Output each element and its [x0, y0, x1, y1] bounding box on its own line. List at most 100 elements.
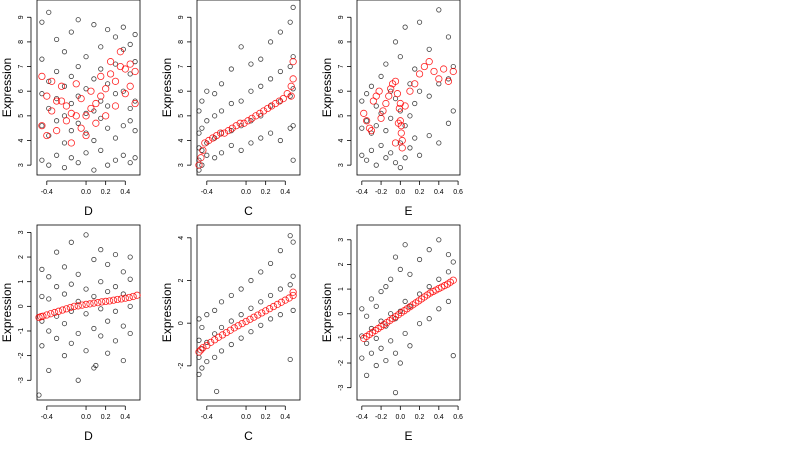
x-axis-title: E [404, 429, 412, 443]
observed-point [46, 367, 52, 374]
observed-point [248, 277, 254, 284]
plot-frame [36, 224, 141, 401]
observed-point [267, 130, 274, 136]
observed-point [277, 29, 283, 35]
fitted-point [111, 77, 120, 85]
fitted-point [53, 97, 61, 105]
fitted-point [228, 124, 236, 132]
observed-point [258, 299, 264, 305]
observed-point [212, 91, 218, 97]
observed-point [75, 330, 81, 337]
fitted-point [269, 302, 278, 311]
observed-point [378, 110, 384, 116]
fitted-point [258, 309, 266, 317]
fitted-series [195, 288, 297, 356]
x-tick-label: -0.4 [201, 189, 213, 196]
fitted-point [62, 117, 71, 125]
observed-point [450, 108, 456, 114]
observed-point [416, 152, 423, 158]
fitted-point [62, 305, 71, 313]
observed-point [287, 282, 293, 288]
observed-point [364, 118, 370, 124]
y-axis-title: Expression [160, 58, 174, 117]
observed-point [359, 333, 365, 339]
observed-point [412, 100, 418, 107]
x-tick-label: -0.2 [375, 414, 387, 421]
observed-point [61, 320, 68, 327]
y-tick-label: 3 [18, 230, 25, 234]
observed-point [54, 249, 60, 255]
observed-point [112, 251, 119, 258]
observed-point [407, 145, 413, 151]
observed-point [91, 76, 97, 82]
x-tick-label: -0.4 [201, 414, 213, 421]
y-tick-label: 8 [338, 40, 345, 44]
observed-point [120, 323, 126, 329]
observed-point [359, 152, 365, 158]
observed-point [388, 338, 394, 344]
observed-point [46, 9, 52, 15]
fitted-point [197, 346, 205, 354]
fitted-point [90, 299, 98, 307]
observed-point [75, 377, 81, 383]
fitted-point [401, 102, 409, 110]
fitted-point [195, 348, 203, 356]
fitted-point [48, 77, 56, 85]
y-tick-label: 8 [18, 40, 25, 44]
observed-point [267, 39, 274, 45]
observed-point [39, 91, 45, 97]
fitted-point [203, 341, 211, 350]
observed-point [397, 54, 403, 60]
fitted-point [379, 107, 387, 115]
observed-point [39, 123, 45, 129]
fitted-point [440, 65, 448, 73]
fitted-point [250, 313, 258, 321]
observed-point [290, 273, 296, 279]
observed-point [196, 157, 202, 163]
fitted-point [260, 107, 268, 115]
observed-point [112, 91, 119, 97]
observed-point [407, 113, 413, 119]
fitted-point [82, 300, 90, 308]
observed-point [359, 306, 365, 312]
panel-6: -0.4 -0.2 0.0 0.2 0.4 0.6 -3 -2 -1 0 1 2 3 E Expressio… [320, 224, 463, 443]
observed-point [127, 118, 133, 124]
x-axis-title: C [244, 204, 253, 218]
fitted-point [39, 312, 47, 320]
fitted-point [372, 92, 380, 100]
observed-point [248, 305, 254, 311]
x-tick-label: 0.2 [101, 414, 111, 421]
observed-point [238, 335, 244, 341]
observed-point [267, 292, 274, 299]
fitted-point [275, 97, 283, 105]
observed-point [75, 120, 81, 126]
observed-point [436, 81, 442, 87]
x-tick-label: 0.2 [415, 189, 425, 196]
observed-point [83, 150, 89, 156]
x-tick-label: 0.4 [434, 414, 444, 421]
observed-point [412, 66, 418, 72]
observed-point [204, 152, 210, 158]
fitted-series [360, 276, 457, 342]
y-tick-label: -1 [18, 328, 25, 334]
fitted-point [121, 65, 129, 73]
fitted-point [420, 62, 428, 71]
observed-series [39, 9, 138, 173]
fitted-point [393, 90, 402, 98]
panel-4: -0.4 0.0 0.2 0.4 -3 -2 -1 0 1 2 3 D Expression [0, 224, 141, 443]
x-tick-label: 0.4 [434, 189, 444, 196]
observed-point [120, 152, 126, 158]
observed-point [54, 152, 60, 158]
observed-point [39, 157, 45, 163]
observed-point [75, 160, 81, 166]
observed-point [46, 328, 52, 334]
observed-point [112, 338, 119, 344]
observed-point [83, 348, 89, 354]
fitted-point [240, 119, 248, 127]
observed-point [39, 293, 45, 300]
observed-point [218, 348, 225, 354]
observed-point [445, 120, 452, 126]
observed-point [383, 61, 389, 67]
fitted-point [131, 67, 139, 76]
observed-point [426, 316, 432, 322]
